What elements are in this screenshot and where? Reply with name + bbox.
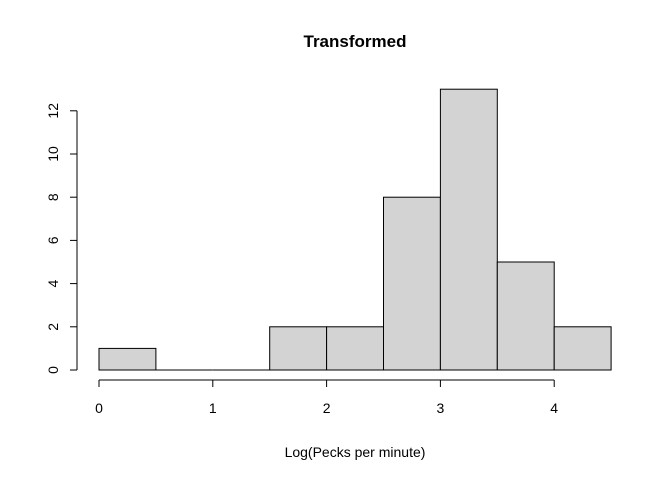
x-tick-label: 3 (437, 400, 445, 416)
bars-group (98, 88, 612, 371)
x-tick-label: 2 (323, 400, 331, 416)
x-axis: 0 1 2 3 4 (95, 379, 558, 416)
histogram-bar (496, 261, 555, 371)
y-tick-label: 0 (45, 366, 61, 374)
histogram-bar (439, 88, 498, 371)
histogram-bar (269, 326, 328, 371)
y-axis: 0 2 4 6 8 10 12 (45, 103, 78, 374)
y-tick-label: 12 (45, 103, 61, 119)
x-tick-label: 0 (95, 400, 103, 416)
chart-title: Transformed (304, 32, 407, 51)
y-tick-label: 2 (45, 323, 61, 331)
y-tick-label: 6 (45, 236, 61, 244)
histogram-bar (383, 196, 441, 371)
y-tick-label: 10 (45, 146, 61, 162)
y-tick-label: 4 (45, 279, 61, 287)
x-axis-label: Log(Pecks per minute) (285, 444, 426, 460)
x-tick-label: 4 (550, 400, 558, 416)
y-tick-label: 8 (45, 193, 61, 201)
x-tick-label: 1 (209, 400, 217, 416)
histogram-bar (553, 326, 612, 371)
histogram-bar (326, 326, 385, 371)
histogram-bar (98, 347, 157, 371)
